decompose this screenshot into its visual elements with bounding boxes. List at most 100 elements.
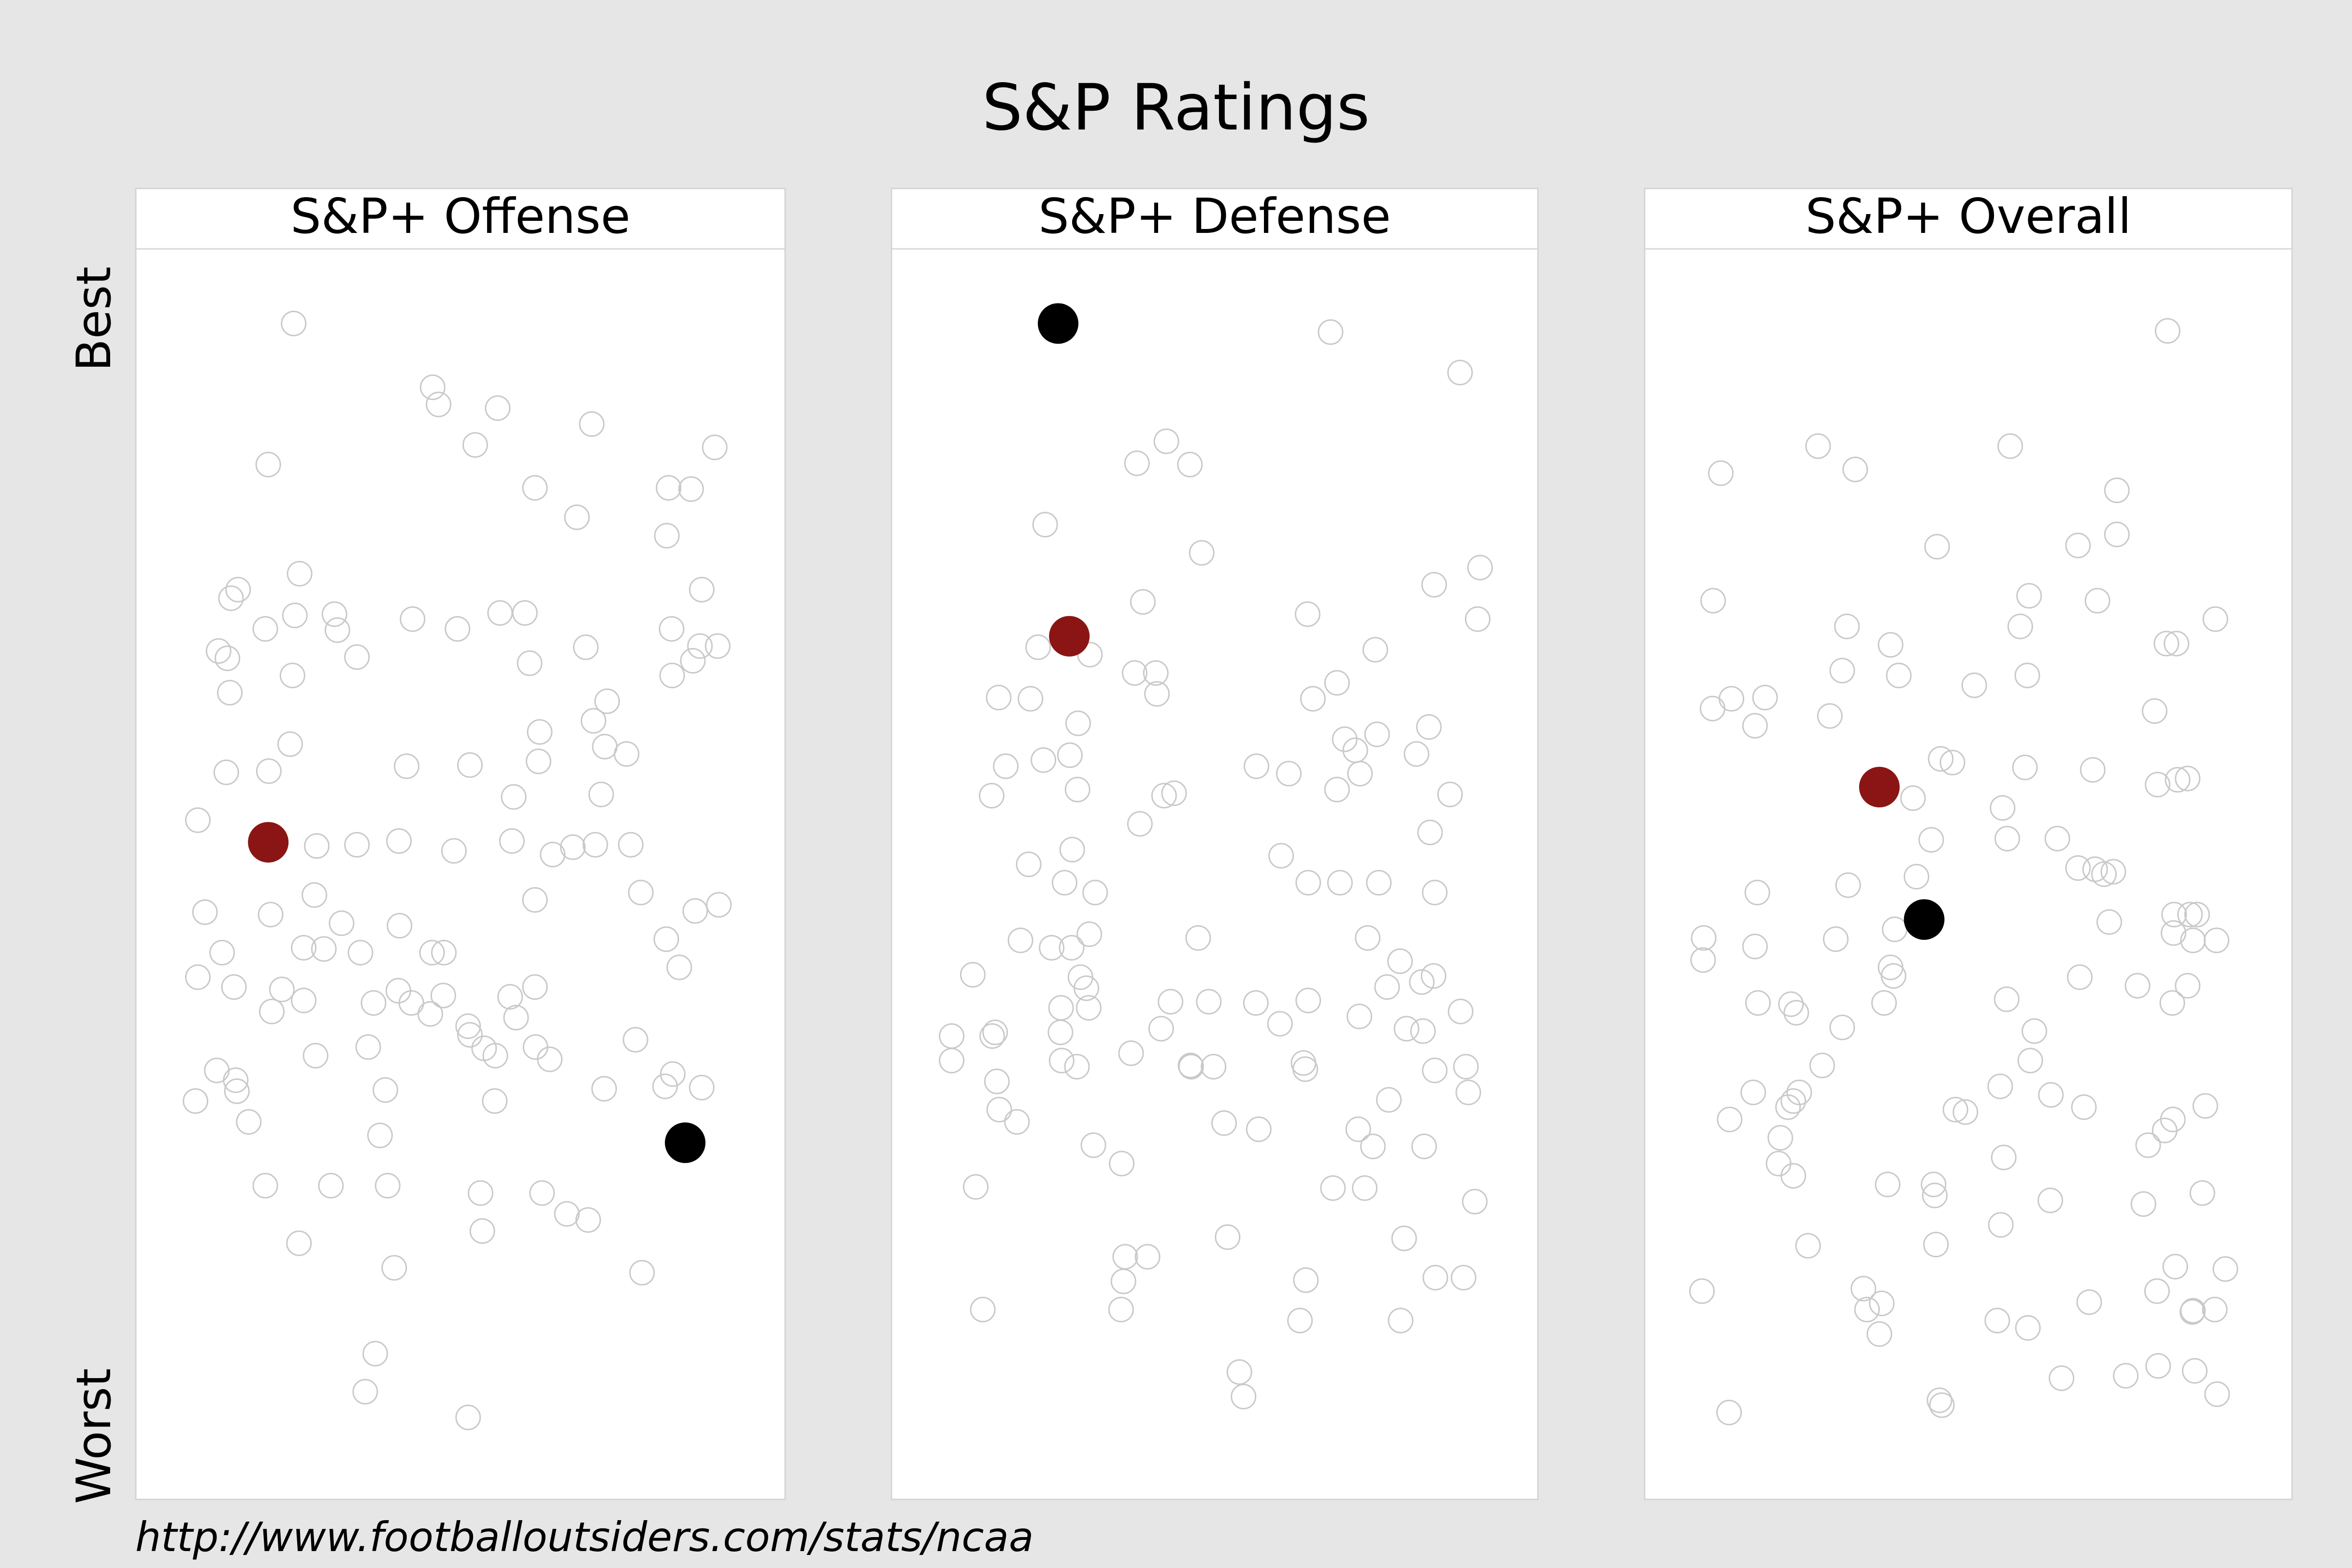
team-point bbox=[445, 616, 471, 642]
panel-s-p-offense: S&P+ Offense bbox=[135, 187, 786, 1500]
team-point bbox=[1185, 925, 1211, 951]
team-point bbox=[1108, 1296, 1134, 1323]
team-point bbox=[1355, 925, 1381, 951]
team-point bbox=[1231, 1383, 1257, 1410]
team-point bbox=[1143, 660, 1169, 686]
team-point bbox=[659, 662, 685, 689]
team-point bbox=[1987, 1073, 2013, 1099]
team-point bbox=[1842, 457, 1868, 482]
team-point bbox=[344, 644, 370, 670]
team-point bbox=[2014, 662, 2040, 689]
team-point bbox=[1404, 741, 1430, 767]
team-point bbox=[1360, 1134, 1386, 1159]
team-point bbox=[1082, 879, 1108, 906]
team-point bbox=[1742, 713, 1768, 739]
team-point bbox=[1991, 1144, 2017, 1170]
team-point bbox=[426, 391, 452, 417]
team-point bbox=[318, 1173, 344, 1199]
team-point bbox=[255, 451, 281, 477]
team-point bbox=[256, 758, 282, 784]
team-point bbox=[2130, 1191, 2156, 1217]
team-point bbox=[1327, 870, 1353, 896]
team-point bbox=[2159, 990, 2185, 1016]
team-point bbox=[939, 1048, 965, 1074]
team-point bbox=[1201, 1054, 1227, 1079]
team-point bbox=[2037, 1187, 2064, 1213]
team-point bbox=[1875, 1171, 1901, 1197]
team-point bbox=[497, 984, 523, 1010]
team-point bbox=[1961, 672, 1987, 698]
team-point bbox=[468, 1180, 494, 1206]
team-point bbox=[614, 741, 640, 767]
team-point bbox=[236, 1109, 262, 1135]
team-point bbox=[1118, 1040, 1144, 1066]
team-point bbox=[1780, 1088, 1807, 1114]
team-point bbox=[2080, 757, 2106, 783]
team-point bbox=[503, 1005, 529, 1031]
team-point bbox=[1158, 989, 1184, 1015]
team-point bbox=[1016, 851, 1042, 878]
team-point bbox=[482, 1088, 508, 1114]
team-point bbox=[1161, 780, 1187, 806]
team-point bbox=[282, 603, 308, 629]
team-point bbox=[1074, 975, 1099, 1001]
team-point bbox=[979, 1023, 1005, 1049]
team-point bbox=[654, 523, 680, 549]
team-point bbox=[213, 759, 239, 785]
panel-frame bbox=[135, 187, 786, 1500]
team-point bbox=[1065, 710, 1091, 736]
team-point bbox=[1939, 749, 1965, 776]
team-point bbox=[982, 1020, 1008, 1045]
team-point bbox=[512, 600, 538, 626]
team-point bbox=[1411, 1134, 1437, 1159]
team-point bbox=[652, 1073, 678, 1099]
team-point bbox=[960, 962, 986, 988]
team-point bbox=[1347, 1004, 1373, 1029]
team-point bbox=[580, 708, 606, 734]
team-point bbox=[360, 990, 387, 1016]
team-point bbox=[1780, 1163, 1807, 1189]
panel-title: S&P+ Overall bbox=[1806, 188, 2132, 245]
team-point bbox=[687, 633, 713, 659]
highlight-point-red bbox=[248, 822, 289, 863]
source-note: http://www.footballoutsiders.com/stats/n… bbox=[135, 1513, 1033, 1561]
team-point bbox=[1447, 360, 1473, 386]
team-point bbox=[2049, 1365, 2075, 1391]
team-point bbox=[594, 688, 620, 714]
team-point bbox=[527, 719, 553, 745]
team-point bbox=[381, 1255, 407, 1281]
team-point bbox=[1924, 533, 1950, 560]
team-point bbox=[678, 476, 704, 502]
team-point bbox=[185, 964, 211, 990]
team-point bbox=[1829, 1014, 1855, 1040]
team-point bbox=[374, 1173, 401, 1199]
team-point bbox=[1869, 1290, 1895, 1316]
team-point bbox=[529, 1180, 555, 1206]
team-point bbox=[1051, 870, 1077, 896]
team-point bbox=[986, 1096, 1012, 1122]
team-point bbox=[291, 988, 317, 1013]
team-point bbox=[1886, 662, 1912, 689]
team-point bbox=[984, 1068, 1010, 1094]
team-point bbox=[1226, 1359, 1252, 1385]
team-point bbox=[1716, 1399, 1742, 1425]
team-point bbox=[522, 475, 548, 501]
team-point bbox=[1287, 1308, 1313, 1334]
team-point bbox=[1689, 1278, 1715, 1304]
team-point bbox=[1151, 783, 1177, 809]
team-point bbox=[419, 940, 445, 965]
team-point bbox=[656, 475, 682, 501]
team-point bbox=[302, 1043, 329, 1069]
team-point bbox=[1376, 1087, 1402, 1113]
team-point bbox=[205, 638, 231, 664]
team-point bbox=[301, 882, 328, 908]
team-point bbox=[1320, 1175, 1346, 1201]
team-point bbox=[660, 1061, 686, 1087]
team-point bbox=[1267, 1011, 1293, 1037]
team-point bbox=[1767, 1125, 1793, 1151]
team-point bbox=[1437, 781, 1463, 807]
team-point bbox=[1854, 1296, 1880, 1323]
team-point bbox=[2015, 1315, 2041, 1341]
team-point bbox=[1215, 1224, 1241, 1250]
team-point bbox=[1921, 1171, 1947, 1197]
